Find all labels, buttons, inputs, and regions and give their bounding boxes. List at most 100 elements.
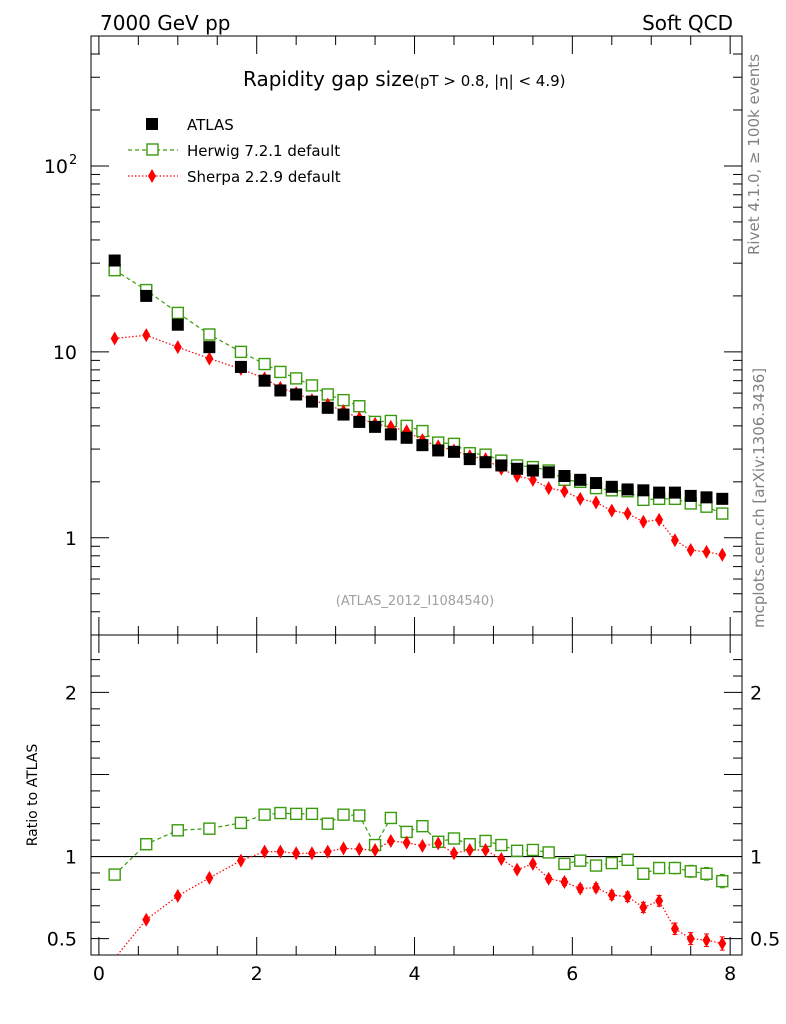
main-point-data (526, 464, 539, 477)
ratio-point-sherpa (686, 931, 695, 946)
ratio-point-herwig (574, 854, 587, 867)
main-point-sherpa (110, 331, 119, 346)
ratio-point-sherpa (323, 844, 332, 859)
header-energy: 7000 GeV pp (100, 11, 231, 35)
ratio-point-herwig (140, 838, 153, 851)
main-point-herwig (716, 507, 729, 520)
legend: ATLAS Herwig 7.2.1 default Sherpa 2.2.9 … (128, 116, 341, 186)
ratio-point-sherpa (434, 836, 443, 851)
ratio-point-sherpa (465, 842, 474, 857)
main-point-data (447, 445, 460, 458)
analysis-watermark: (ATLAS_2012_I1084540) (336, 594, 494, 609)
ratio-point-herwig (495, 838, 508, 852)
legend-atlas-marker (146, 118, 158, 130)
ratio-point-sherpa (513, 862, 522, 877)
ratio-xtick-label: 6 (566, 963, 578, 985)
ratio-point-herwig (716, 874, 729, 888)
main-point-data (574, 473, 587, 486)
ratio-point-sherpa (292, 846, 301, 861)
ratio-point-herwig (234, 816, 248, 830)
ratio-point-sherpa (528, 856, 537, 871)
ratio-point-sherpa (236, 853, 245, 868)
plot-title: Rapidity gap size(pT > 0.8, |η| < 4.9) (243, 67, 566, 91)
legend-atlas-label: ATLAS (187, 116, 234, 134)
ratio-point-herwig (321, 817, 334, 830)
main-point-data (653, 486, 666, 499)
main-line-herwig (114, 269, 723, 515)
main-point-sherpa (173, 340, 182, 355)
ratio-point-herwig (526, 843, 540, 857)
ratio-point-herwig (171, 824, 185, 837)
main-point-sherpa (560, 484, 569, 499)
main-point-data (305, 395, 318, 408)
ratio-ytick-label-right: 1 (750, 847, 762, 869)
main-point-data (700, 491, 713, 504)
main-point-data (605, 480, 618, 493)
main-point-sherpa (686, 542, 695, 557)
ratio-point-herwig (684, 865, 697, 878)
legend-sherpa-label: Sherpa 2.2.9 default (187, 168, 341, 186)
main-ytick-label: 10 (44, 156, 68, 178)
main-point-herwig (337, 393, 350, 407)
ratio-point-sherpa (670, 921, 679, 936)
ratio-point-sherpa (205, 870, 214, 885)
main-point-data (668, 486, 681, 499)
ratio-point-herwig (108, 868, 121, 881)
ratio-point-sherpa (702, 933, 711, 948)
ratio-point-sherpa (623, 889, 632, 904)
ratio-point-sherpa (544, 871, 553, 886)
main-point-herwig (289, 372, 303, 385)
main-point-herwig (258, 357, 271, 371)
main-point-data (416, 439, 429, 452)
legend-herwig-marker (146, 143, 159, 156)
ratio-point-sherpa (260, 844, 269, 859)
ratio-point-herwig (558, 857, 571, 871)
ratio-point-sherpa (355, 842, 364, 857)
main-point-sherpa (205, 351, 214, 366)
ratio-panel-frame (90, 634, 743, 956)
main-point-sherpa (718, 547, 727, 562)
ratio-point-sherpa (339, 841, 348, 856)
main-point-sherpa (592, 495, 601, 510)
ratio-point-sherpa (592, 880, 601, 895)
main-point-data (353, 415, 366, 428)
ratio-point-sherpa (560, 874, 569, 889)
main-point-sherpa (670, 533, 679, 548)
ratio-ylabel: Ratio to ATLAS (25, 744, 41, 847)
main-point-data (621, 483, 634, 496)
main-point-data (140, 289, 153, 302)
main-point-data (511, 462, 524, 475)
mcplots-label: mcplots.cern.ch [arXiv:1306.3436] (750, 368, 768, 628)
main-point-data (684, 489, 697, 502)
ratio-xtick-label: 0 (93, 963, 105, 985)
main-ytick-label: 10 (53, 342, 77, 364)
main-point-data (234, 360, 247, 373)
ratio-point-sherpa (276, 844, 285, 859)
main-point-data (463, 453, 476, 466)
ratio-point-sherpa (639, 900, 648, 915)
ratio-ytick-label-left: 1 (65, 847, 77, 869)
main-ytick-label-exponent: 2 (69, 153, 77, 168)
ratio-point-herwig (384, 811, 398, 825)
main-point-data (542, 466, 555, 479)
main-point-sherpa (702, 544, 711, 559)
ratio-point-herwig (605, 856, 618, 870)
plot-title-cut: (pT > 0.8, |η| < 4.9) (414, 72, 565, 90)
legend-sherpa-marker (148, 169, 156, 183)
ratio-point-sherpa (386, 833, 395, 848)
main-point-data (495, 459, 508, 472)
ratio-point-sherpa (173, 888, 182, 903)
main-point-herwig (203, 328, 216, 341)
ratio-ytick-label-right: 2 (750, 682, 762, 704)
main-point-sherpa (576, 491, 585, 506)
main-point-herwig (274, 365, 287, 379)
ratio-point-sherpa (449, 846, 458, 861)
header-process: Soft QCD (642, 11, 733, 35)
ratio-point-herwig (203, 822, 216, 835)
main-point-data (258, 374, 271, 387)
ratio-xtick-label: 2 (251, 963, 263, 985)
legend-herwig-label: Herwig 7.2.1 default (187, 142, 340, 160)
ratio-ytick-label-right: 0.5 (750, 929, 780, 951)
ratio-xtick-label: 8 (724, 963, 736, 985)
